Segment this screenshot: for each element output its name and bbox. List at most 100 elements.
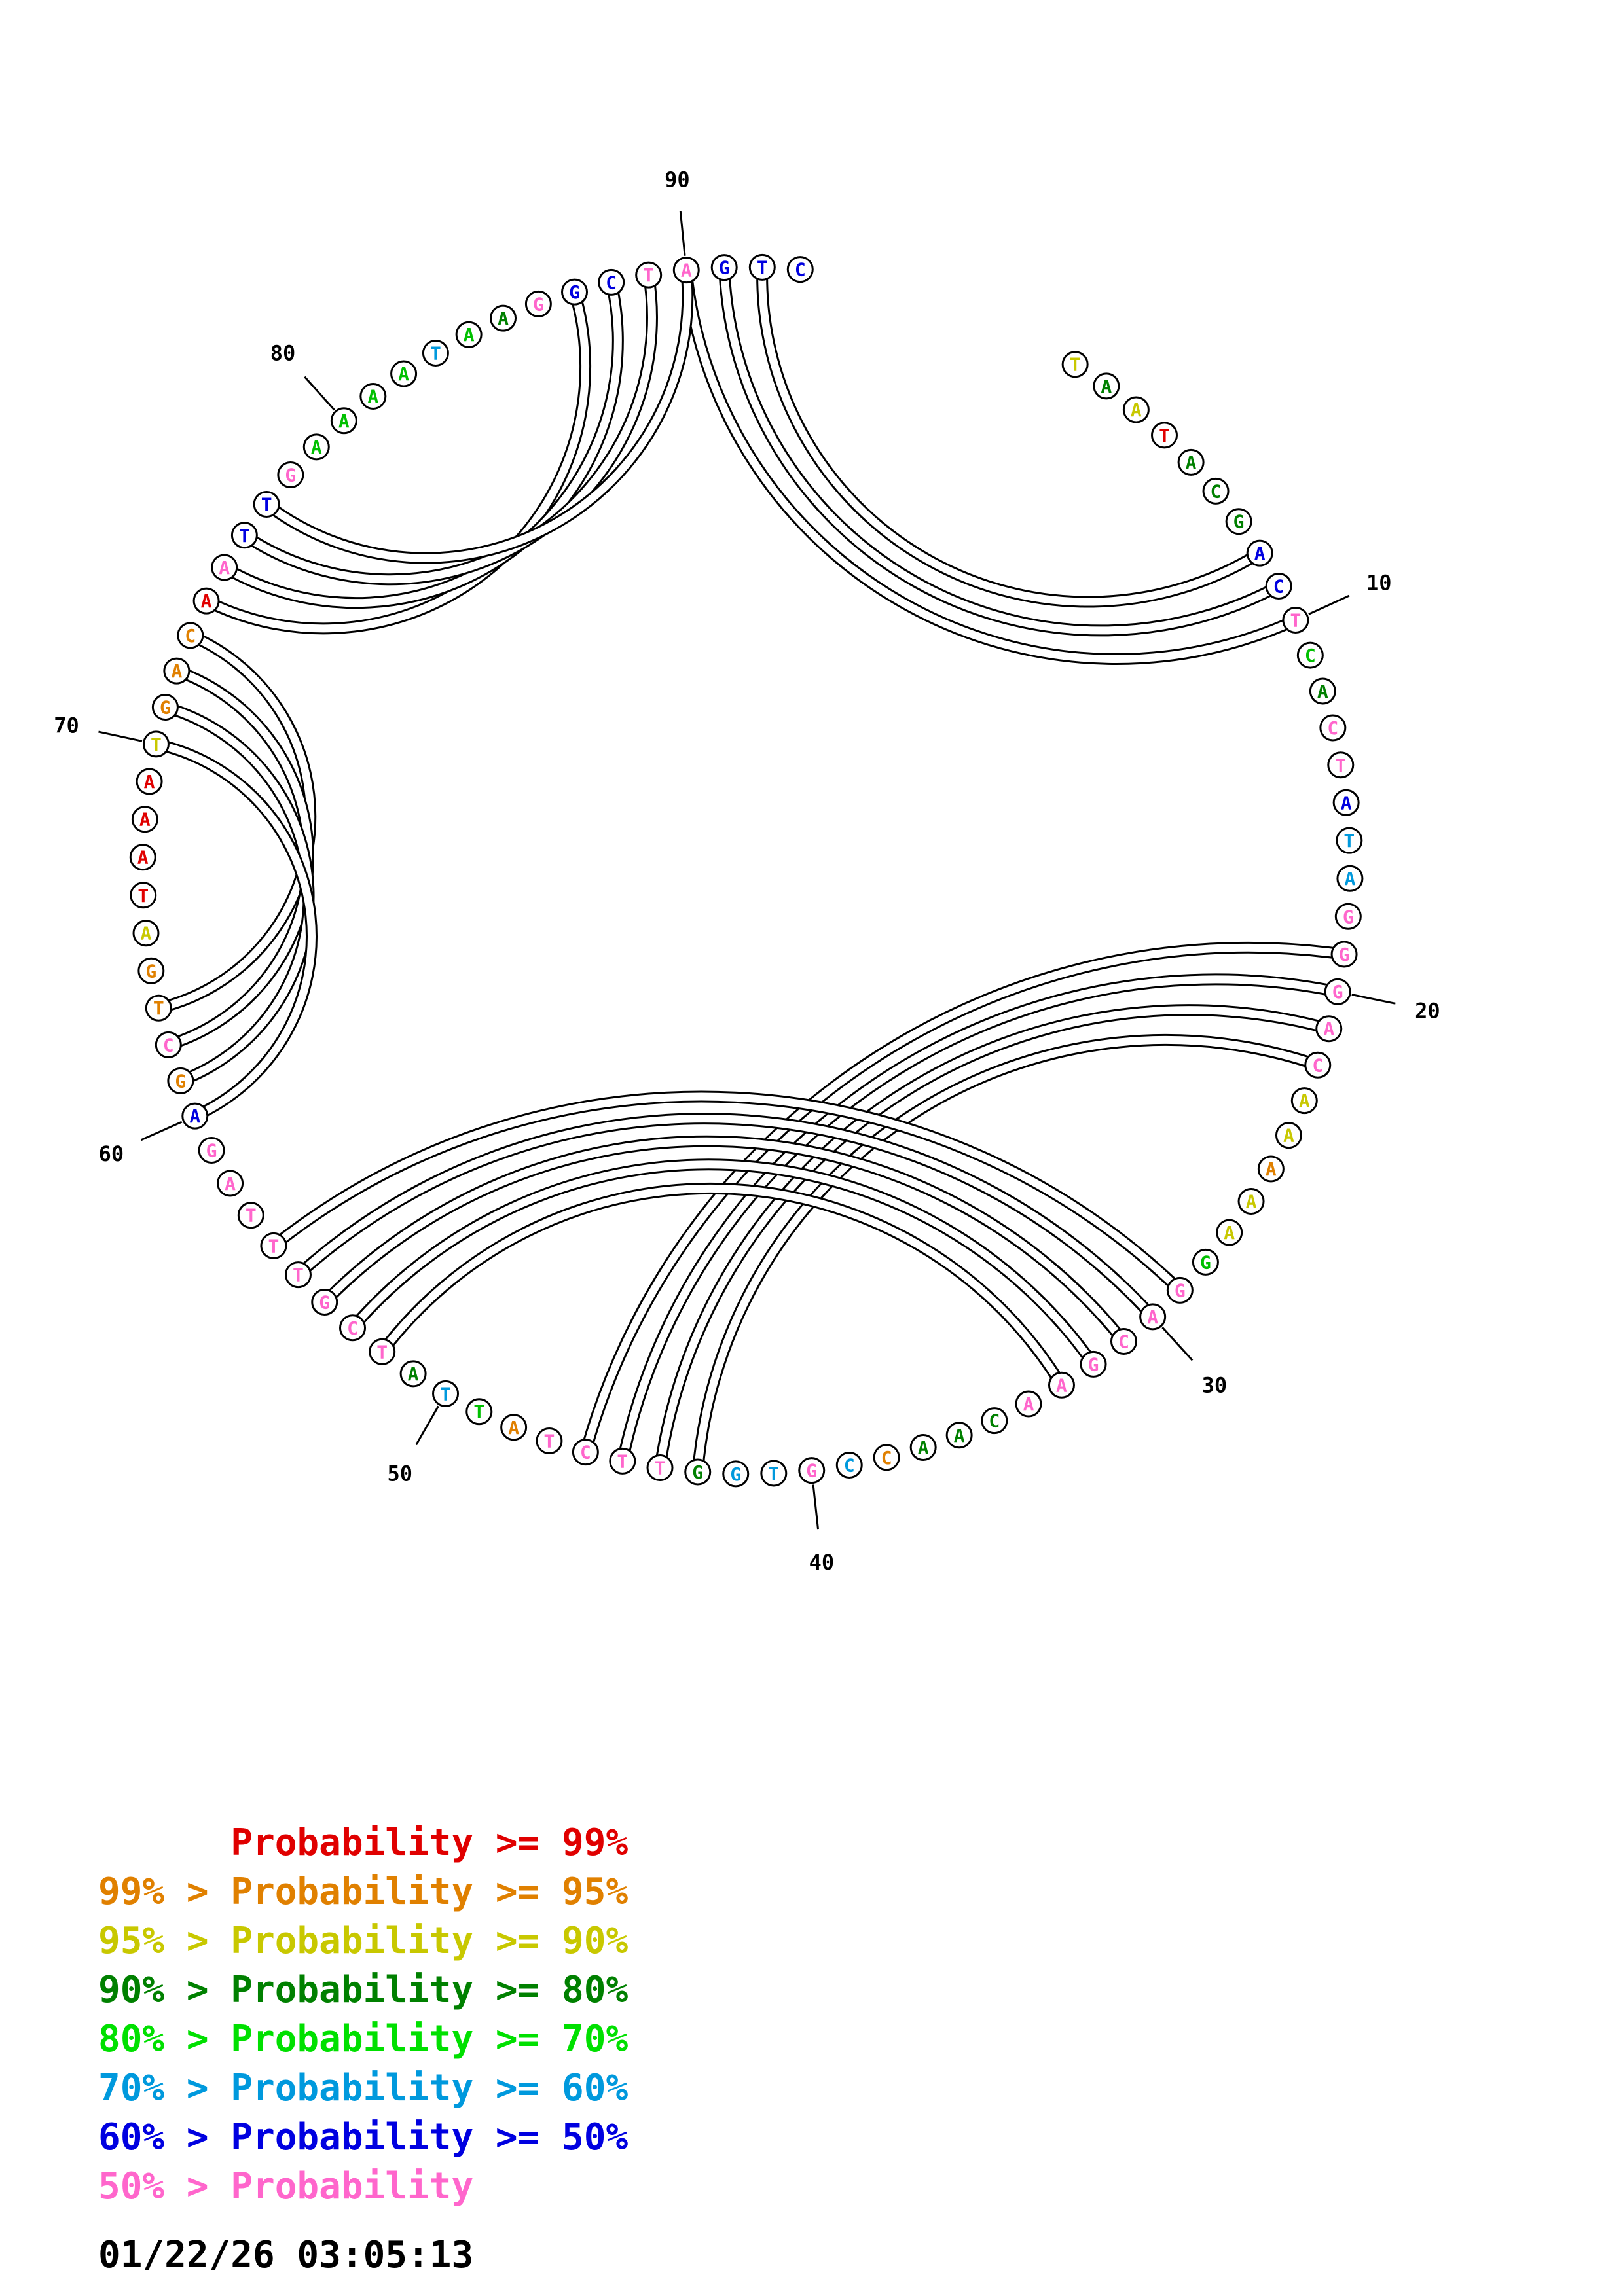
nucleotide-circle (465, 1398, 493, 1426)
nucleotide-letter: A (918, 1437, 929, 1459)
nucleotide-circle (145, 994, 172, 1022)
nucleotide-circle (177, 622, 204, 649)
nucleotide: A (1336, 865, 1364, 892)
nucleotide-circle (524, 290, 552, 317)
nucleotide: T (760, 1460, 788, 1487)
nucleotide-letter: T (1335, 755, 1346, 776)
nucleotide: A (455, 321, 483, 348)
legend-entry: 99% > Probability >= 95% (98, 1871, 629, 1913)
nucleotide: T (369, 1338, 396, 1365)
nucleotide-letter: G (1175, 1280, 1186, 1301)
nucleotide-circle (1048, 1371, 1075, 1399)
nucleotide-circle (1336, 865, 1364, 892)
nucleotide-letter: T (643, 264, 654, 286)
nucleotide: A (1315, 1015, 1343, 1043)
nucleotide-letter: T (261, 494, 272, 516)
base-pair-arc-fill (295, 1115, 1156, 1319)
nucleotide-letter: A (1023, 1393, 1034, 1415)
nucleotide: G (167, 1067, 194, 1094)
nucleotide-letter: C (881, 1447, 892, 1469)
nucleotide-letter: T (1343, 830, 1355, 852)
tick-line (812, 1484, 819, 1530)
nucleotide-circle (490, 304, 517, 332)
nucleotide-letter: C (989, 1410, 1000, 1432)
nucleotide: C (873, 1444, 900, 1471)
nucleotide-circle (237, 1202, 264, 1229)
tick-line (1308, 594, 1350, 615)
nucleotide-letter: T (137, 885, 149, 906)
base-pair-arcs (155, 267, 1345, 1473)
nucleotide-circle (390, 360, 418, 387)
nucleotide: T (284, 1261, 312, 1289)
nucleotide-letter: G (160, 697, 171, 719)
nucleotide-circle (1319, 714, 1347, 742)
nucleotide: T (1327, 751, 1355, 779)
nucleotide: T (422, 340, 449, 367)
nucleotide-letter: T (473, 1401, 484, 1423)
nucleotide-letter: G (569, 281, 580, 303)
nucleotide-letter: G (285, 464, 296, 486)
nucleotide-circle (1122, 396, 1150, 423)
nucleotide-letter: G (1339, 944, 1350, 965)
legend-entry: 95% > Probability >= 90% (98, 1920, 629, 1962)
nucleotide-letter: G (1332, 981, 1343, 1003)
tick-label: 10 (1366, 570, 1392, 595)
nucleotide-circle (1225, 508, 1252, 535)
nucleotide: A (399, 1360, 427, 1388)
nucleotide: A (330, 407, 357, 435)
nucleotide-letter: A (398, 363, 409, 385)
nucleotide-circle (137, 957, 165, 984)
nucleotide: T (142, 730, 170, 758)
nucleotide: G (198, 1136, 225, 1164)
base-pair-arc-fill (682, 269, 1298, 663)
nucleotide: T (1151, 422, 1178, 449)
nucleotide-letter: T (768, 1463, 779, 1484)
nucleotide-letter: A (1147, 1306, 1158, 1328)
nucleotide: G (524, 290, 552, 317)
nucleotide-circle (760, 1460, 788, 1487)
tick-label: 60 (99, 1141, 124, 1166)
nucleotide-circle (561, 278, 589, 306)
nucleotide-letter: A (367, 386, 378, 407)
nucleotide-letter: G (730, 1463, 741, 1485)
nucleotide: T (230, 522, 258, 549)
nucleotide: C (572, 1439, 599, 1466)
nucleotide-circle (192, 587, 220, 615)
nucleotide-letter: A (1283, 1125, 1294, 1147)
nucleotide-letter: A (144, 771, 155, 793)
nucleotide-circle (1282, 607, 1309, 634)
nucleotide-letter: A (464, 324, 475, 346)
nucleotide-circle (1332, 789, 1360, 816)
nucleotide: C (981, 1407, 1008, 1435)
nucleotide: A (945, 1422, 973, 1449)
nucleotide-letter: A (189, 1105, 200, 1127)
nucleotide-circle (302, 433, 330, 461)
nucleotide: C (835, 1451, 863, 1479)
nucleotide: G (561, 278, 589, 306)
nucleotide-letter: T (655, 1458, 666, 1479)
nucleotide-circle (130, 882, 157, 909)
tick-line (140, 1121, 183, 1141)
nucleotide: T (432, 1380, 460, 1407)
legend-entry: 50% > Probability (98, 2165, 474, 2208)
nucleotide: G (1334, 903, 1362, 930)
nucleotide: A (302, 433, 330, 461)
nucleotide: A (1246, 539, 1273, 567)
nucleotide-circle (748, 253, 776, 281)
nucleotide-circle (1290, 1087, 1318, 1115)
nucleotide-letter: A (1341, 792, 1352, 814)
nucleotide-circle (1315, 1015, 1343, 1043)
nucleotide-circle (1192, 1248, 1219, 1276)
nucleotide: A (211, 554, 238, 581)
nucleotide-letter: A (137, 847, 149, 869)
nucleotide: A (181, 1102, 209, 1130)
nucleotide-circle (1139, 1303, 1167, 1331)
nucleotide-letter: T (1159, 425, 1170, 446)
nucleotide-circle (253, 491, 280, 518)
nucleotide-letter: G (1343, 906, 1354, 927)
nucleotide-circle (1257, 1155, 1285, 1183)
nucleotide-circle (1080, 1350, 1107, 1378)
nucleotide-letter: C (580, 1442, 591, 1463)
tick-line (1351, 994, 1396, 1005)
nucleotide-circle (422, 340, 449, 367)
